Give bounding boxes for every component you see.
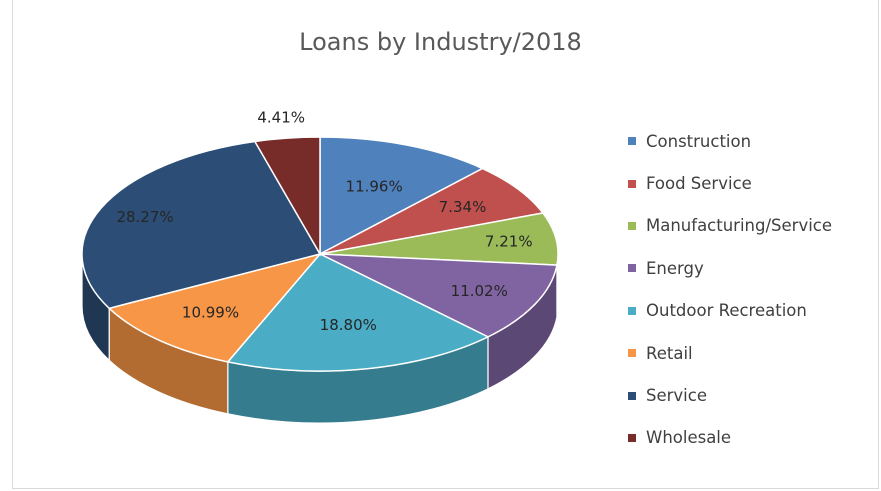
data-label-energy: 11.02% bbox=[451, 282, 508, 300]
legend-label: Energy bbox=[646, 258, 704, 278]
pie-slice-outdoor-recreation bbox=[226, 253, 490, 372]
pie-slice-wholesale bbox=[253, 136, 321, 257]
legend-item-manufacturing-service: Manufacturing/Service bbox=[628, 205, 832, 247]
data-label-outdoor-recreation: 18.80% bbox=[320, 316, 377, 334]
legend-label: Service bbox=[646, 386, 707, 406]
legend-label: Food Service bbox=[646, 174, 752, 194]
data-label-service: 28.27% bbox=[116, 208, 173, 226]
legend-swatch bbox=[628, 179, 636, 188]
legend-item-energy: Energy bbox=[628, 247, 832, 289]
pie-slice-service bbox=[81, 140, 322, 310]
legend-label: Retail bbox=[646, 343, 693, 363]
legend-label: Construction bbox=[646, 131, 752, 151]
legend-label: Outdoor Recreation bbox=[646, 301, 807, 321]
legend-swatch bbox=[628, 137, 636, 146]
legend: Construction Food Service Manufacturing/Se… bbox=[628, 120, 832, 459]
legend-item-food-service: Food Service bbox=[628, 162, 832, 204]
legend-label: Manufacturing/Service bbox=[646, 216, 833, 236]
legend-swatch bbox=[628, 433, 636, 442]
legend-item-construction: Construction bbox=[628, 120, 832, 162]
legend-label: Wholesale bbox=[646, 428, 732, 448]
legend-swatch bbox=[628, 306, 636, 315]
data-label-construction: 11.96% bbox=[346, 178, 403, 196]
legend-swatch bbox=[628, 349, 636, 358]
pie-slice-food-service bbox=[319, 167, 545, 255]
data-label-retail: 10.99% bbox=[182, 304, 239, 322]
legend-item-retail: Retail bbox=[628, 332, 832, 374]
data-label-food-service: 7.34% bbox=[439, 198, 487, 216]
chart-title: Loans by Industry/2018 bbox=[299, 28, 582, 56]
legend-item-outdoor-recreation: Outdoor Recreation bbox=[628, 290, 832, 332]
data-label-wholesale: 4.41% bbox=[257, 108, 305, 126]
legend-swatch bbox=[628, 391, 636, 400]
legend-swatch bbox=[628, 221, 636, 230]
pie-slice-construction bbox=[319, 136, 485, 256]
data-label-manufacturing-service: 7.21% bbox=[485, 233, 533, 251]
pie-slice-energy bbox=[319, 253, 558, 338]
legend-swatch bbox=[628, 264, 636, 273]
legend-item-wholesale: Wholesale bbox=[628, 417, 832, 459]
pie-slice-manufacturing-service bbox=[319, 212, 559, 266]
pie-slice-retail bbox=[107, 252, 323, 363]
legend-item-service: Service bbox=[628, 374, 832, 416]
